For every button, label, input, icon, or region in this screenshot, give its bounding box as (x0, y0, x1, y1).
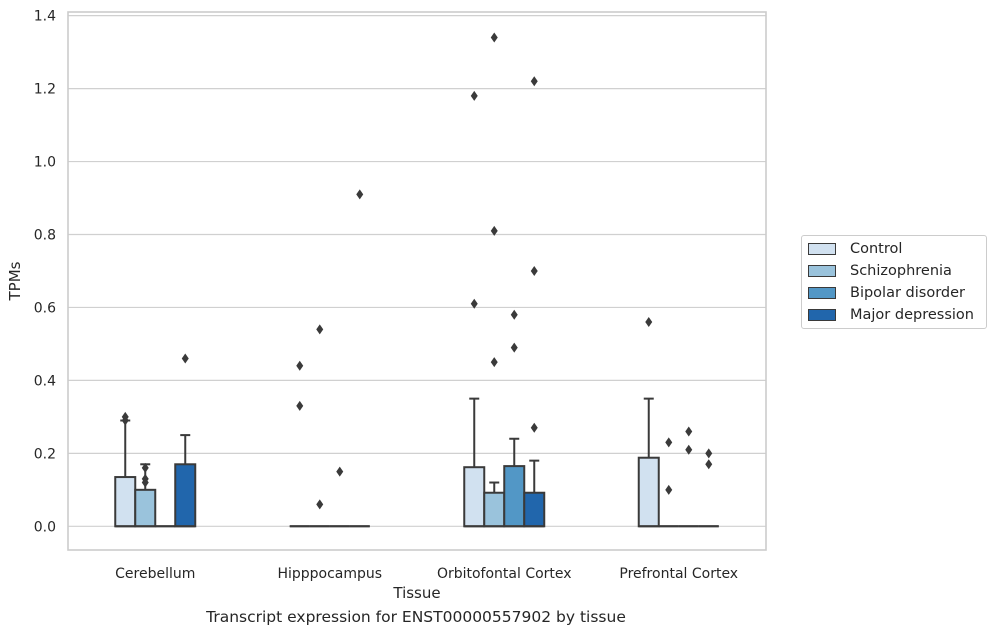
y-tick-label: 0.8 (34, 227, 56, 243)
outlier-point (490, 225, 498, 236)
y-axis-label: TPMs (6, 261, 24, 301)
outlier-point (665, 437, 673, 448)
legend-item-major-depression: Major depression (808, 305, 974, 325)
box-major-depression (523, 76, 546, 528)
outlier-point (121, 415, 129, 426)
legend-item-schizophrenia: Schizophrenia (808, 261, 952, 281)
legend-label-schizophrenia: Schizophrenia (850, 263, 952, 279)
outlier-point (685, 444, 693, 455)
outlier-point (490, 357, 498, 368)
y-tick-label: 0.6 (34, 300, 56, 316)
outlier-point (685, 426, 693, 437)
box-major-depression (349, 189, 370, 528)
y-tick-label: 1.4 (34, 9, 56, 25)
chart-caption: Transcript expression for ENST0000055790… (206, 608, 626, 626)
outlier-point (530, 76, 538, 87)
y-tick-label: 1.2 (34, 82, 56, 98)
y-tick-label: 0.2 (34, 446, 56, 462)
legend: Control Schizophrenia Bipolar disorder M… (801, 235, 987, 329)
outlier-point (705, 459, 713, 470)
outlier-point (470, 298, 478, 309)
x-tick-label: Prefrontal Cortex (619, 566, 738, 582)
box-control (637, 317, 660, 528)
outlier-point (645, 317, 653, 328)
box-major-depression (174, 353, 197, 528)
legend-swatch-bipolar-disorder (808, 287, 836, 299)
legend-swatch-schizophrenia (808, 265, 836, 277)
outlier-point (296, 360, 304, 371)
y-tick-label: 1.0 (34, 155, 56, 171)
outlier-point (316, 324, 324, 335)
box-bipolar-disorder (329, 466, 350, 528)
outlier-point (336, 466, 344, 477)
outlier-point (181, 353, 189, 364)
x-tick-label: Orbitofontal Cortex (437, 566, 572, 582)
outlier-point (316, 499, 324, 510)
box-bipolar-disorder (678, 426, 699, 528)
outlier-point (141, 477, 149, 488)
legend-swatch-major-depression (808, 309, 836, 321)
legend-label-control: Control (850, 241, 903, 257)
box-schizophrenia (658, 437, 679, 528)
x-tick-label: Cerebellum (115, 566, 195, 582)
box-body (174, 463, 197, 528)
outlier-point (470, 90, 478, 101)
box-schizophrenia (483, 32, 506, 528)
outlier-point (510, 342, 518, 353)
legend-label-bipolar-disorder: Bipolar disorder (850, 285, 965, 301)
box-body (503, 465, 526, 528)
legend-item-bipolar-disorder: Bipolar disorder (808, 283, 965, 303)
x-axis-label: Tissue (392, 584, 440, 602)
box-control (114, 411, 137, 528)
box-body (637, 456, 660, 528)
tick-labels: 0.0 0.2 0.4 0.6 0.8 1.0 1.2 1.4 Cerebellum Hipppo… (34, 9, 738, 582)
outlier-point (510, 309, 518, 320)
box-body (134, 488, 157, 528)
legend-label-major-depression: Major depression (850, 307, 974, 323)
box-body (114, 476, 137, 528)
box-control (463, 90, 486, 528)
outlier-point (490, 32, 498, 43)
grid-lines (68, 15, 766, 527)
outlier-point (356, 189, 364, 200)
outlier-point (705, 448, 713, 459)
outlier-point (530, 265, 538, 276)
x-tick-label: Hipppocampus (277, 566, 382, 582)
box-schizophrenia (134, 462, 157, 528)
box-major-depression (698, 448, 719, 528)
outlier-point (141, 462, 149, 473)
box-body (523, 491, 546, 528)
y-tick-label: 0.0 (34, 519, 56, 535)
legend-item-control: Control (808, 239, 902, 259)
box-bipolar-disorder (503, 309, 526, 528)
y-tick-label: 0.4 (34, 373, 56, 389)
box-body (463, 466, 486, 528)
plot-frame (67, 11, 767, 551)
box-schizophrenia (309, 324, 330, 528)
box-body (483, 491, 506, 528)
legend-swatch-control (808, 243, 836, 255)
outlier-point (296, 400, 304, 411)
outlier-point (530, 422, 538, 433)
box-control (289, 360, 310, 528)
outlier-point (665, 484, 673, 495)
box-plots (114, 32, 719, 528)
